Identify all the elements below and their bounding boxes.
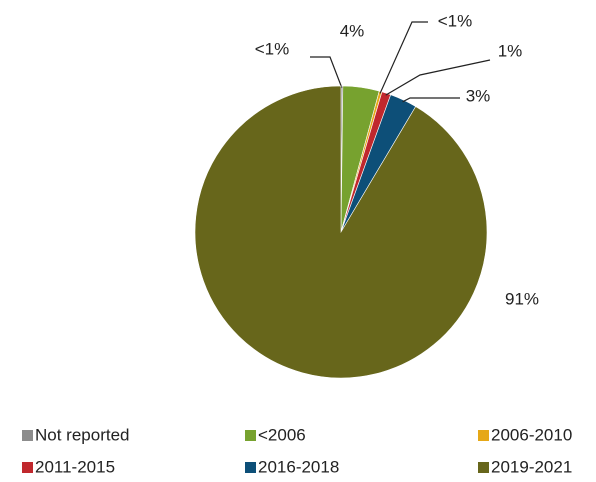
legend-label: <2006 bbox=[258, 425, 306, 444]
leader-line bbox=[310, 56, 343, 89]
data-label: <1% bbox=[255, 39, 290, 58]
legend-swatch bbox=[245, 430, 256, 441]
data-label: 1% bbox=[498, 41, 523, 60]
legend-swatch bbox=[245, 462, 256, 473]
legend-swatch bbox=[478, 462, 489, 473]
data-label: 4% bbox=[340, 21, 365, 40]
data-label: 3% bbox=[466, 86, 491, 105]
data-label: <1% bbox=[438, 11, 473, 30]
leader-line bbox=[385, 59, 491, 96]
leader-line bbox=[402, 97, 460, 103]
leader-line bbox=[379, 21, 428, 94]
pie-slice bbox=[194, 85, 488, 379]
legend-swatch bbox=[22, 430, 33, 441]
legend-swatch bbox=[478, 430, 489, 441]
data-label: 91% bbox=[505, 289, 539, 308]
legend-label: 2006-2010 bbox=[491, 425, 572, 444]
legend-label: 2016-2018 bbox=[258, 457, 339, 476]
legend-swatch bbox=[22, 462, 33, 473]
legend-label: Not reported bbox=[35, 425, 130, 444]
legend-label: 2011-2015 bbox=[35, 457, 115, 476]
legend-label: 2019-2021 bbox=[491, 457, 572, 476]
